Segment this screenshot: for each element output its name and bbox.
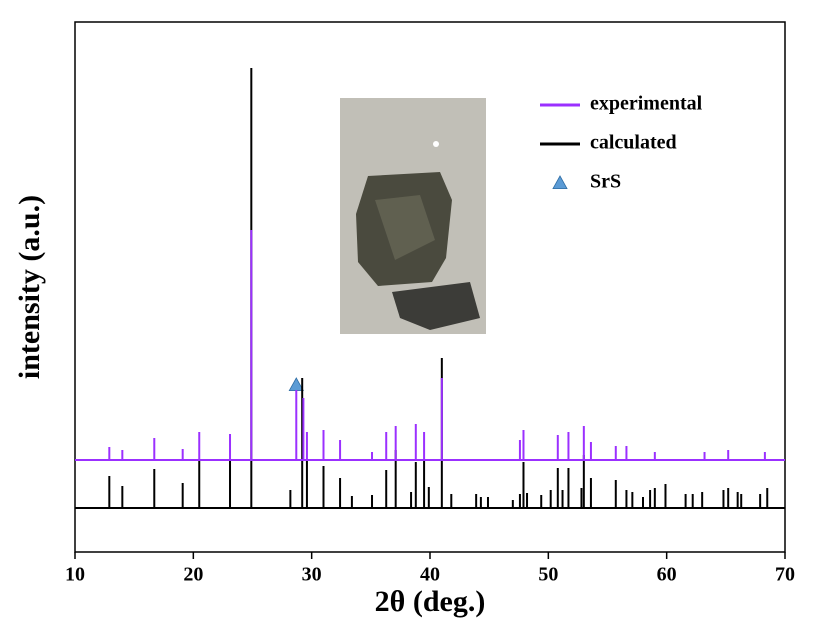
y-axis-label: intensity (a.u.) — [13, 195, 46, 379]
legend-label: SrS — [590, 171, 621, 193]
x-tick-label: 20 — [183, 564, 203, 586]
x-tick-label: 50 — [538, 564, 558, 586]
x-tick-label: 40 — [420, 564, 440, 586]
x-tick-label: 60 — [657, 564, 677, 586]
legend-label: calculated — [590, 132, 677, 154]
x-tick-label: 30 — [302, 564, 322, 586]
x-tick-label: 70 — [775, 564, 795, 586]
legend-symbol — [552, 175, 568, 189]
photo-inset — [340, 98, 486, 334]
peak-marker — [288, 377, 304, 391]
x-tick-label: 10 — [65, 564, 85, 586]
legend-label: experimental — [590, 93, 703, 115]
x-axis-label: 2θ (deg.) — [375, 585, 486, 618]
